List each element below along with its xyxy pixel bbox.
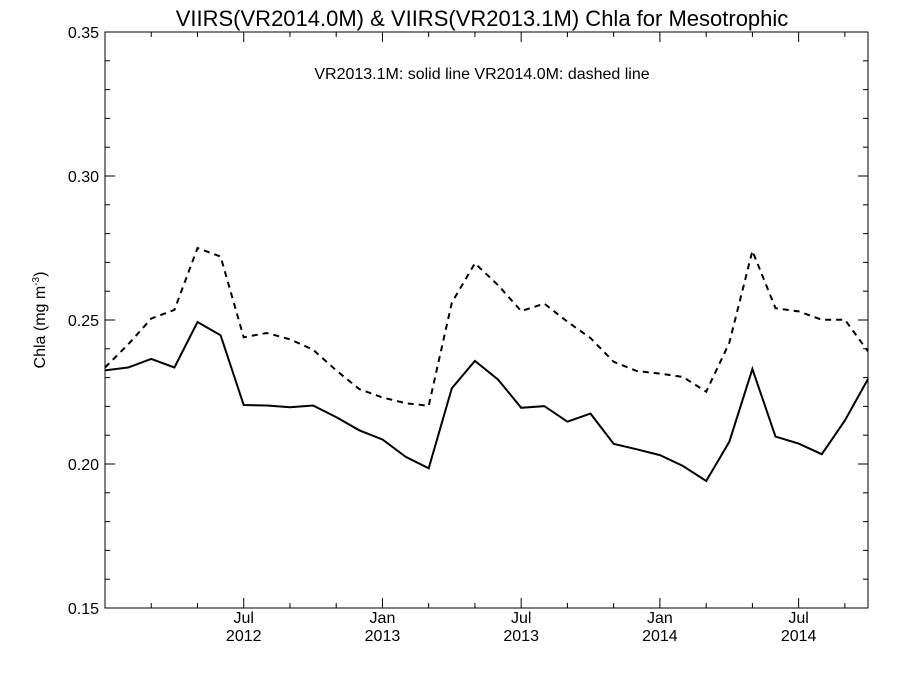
y-axis-label: Chla (mg m-3) — [31, 272, 49, 369]
y-axis-label-main: Chla (mg m — [32, 286, 49, 369]
y-tick-label: 0.15 — [68, 601, 99, 618]
y-tick-label: 0.25 — [68, 313, 99, 330]
x-tick-label-month: Jul — [788, 610, 808, 627]
plot-frame — [104, 31, 869, 609]
x-tick-label-month: Jan — [370, 610, 396, 627]
x-tick-label-month: Jul — [234, 610, 254, 627]
x-tick-label-year: 2014 — [642, 628, 678, 645]
y-tick-label: 0.20 — [68, 457, 99, 474]
chart-title: VIIRS(VR2014.0M) & VIIRS(VR2013.1M) Chla… — [176, 6, 789, 31]
y-axis-label-superscript: -3 — [31, 276, 42, 285]
x-tick-label-month: Jan — [647, 610, 673, 627]
x-tick-label-year: 2013 — [503, 628, 539, 645]
series-line-vr2014-0m — [104, 246, 869, 407]
tick-labels: 0.150.200.250.300.35Jul2012Jan2013Jul201… — [68, 25, 817, 645]
line-style-legend: VR2013.1M: solid line VR2014.0M: dashed … — [314, 66, 649, 83]
y-tick-label: 0.30 — [68, 169, 99, 186]
x-tick-label-year: 2014 — [781, 628, 817, 645]
x-tick-label-month: Jul — [511, 610, 531, 627]
series-line-vr2013-1m — [104, 320, 869, 483]
y-tick-label: 0.35 — [68, 25, 99, 42]
x-tick-label-year: 2012 — [226, 628, 262, 645]
series-layer — [104, 246, 869, 483]
y-axis-label-close: ) — [32, 272, 49, 277]
x-tick-label-year: 2013 — [365, 628, 401, 645]
axis-ticks — [105, 31, 868, 609]
